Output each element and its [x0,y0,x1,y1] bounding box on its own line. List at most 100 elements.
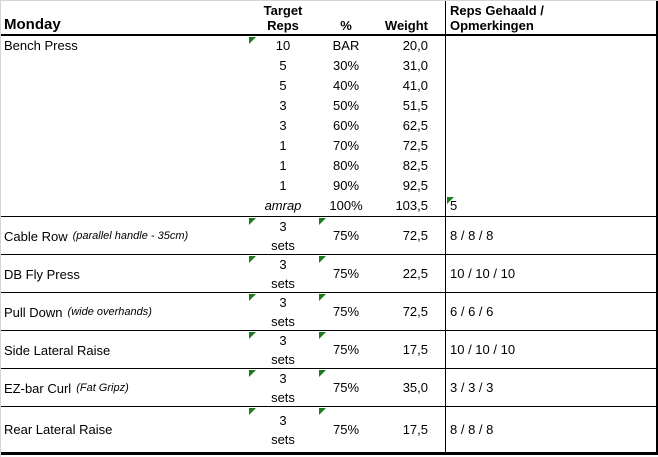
target-reps-value: 5 [279,78,287,93]
weight-value: 22,5 [402,266,428,281]
percent-cell[interactable]: 60% [318,116,374,136]
weight-cell[interactable]: 35,0 [374,369,445,407]
exercise-name-cell[interactable]: EZ-bar Curl (Fat Gripz) [1,369,248,407]
sets-label: sets [271,276,295,291]
target-sets-cell[interactable]: 3 sets [248,293,318,331]
percent-header-cell[interactable]: % [340,18,352,33]
reps-achieved-cell[interactable]: 6 / 6 / 6 [445,293,656,331]
error-indicator-icon [249,218,256,225]
exercise-note: (parallel handle - 35cm) [72,230,189,242]
target-reps-cell[interactable]: 5 [248,76,318,96]
percent-cell[interactable]: 75% [318,369,374,407]
percent-cell[interactable]: 40% [318,76,374,96]
target-reps-cell[interactable]: 3 [248,116,318,136]
weight-cell[interactable]: 62,5 [374,116,445,136]
weight-cell[interactable]: 92,5 [374,176,445,196]
reps-achieved-cell[interactable]: 5 [445,196,656,216]
percent-cell[interactable]: 70% [318,136,374,156]
exercise-name-cell[interactable] [1,36,248,56]
weight-cell[interactable]: 103,5 [374,196,445,216]
weight-value: 41,0 [402,78,428,93]
exercise-name-cell[interactable] [1,116,248,136]
weight-cell[interactable]: 72,5 [374,293,445,331]
reps-achieved-cell[interactable] [445,76,656,96]
error-indicator-icon [249,370,256,377]
weight-cell[interactable]: 72,5 [374,136,445,156]
weight-cell[interactable]: 20,0 [374,36,445,56]
reps-achieved-cell[interactable] [445,36,656,56]
percent-value: 40% [332,78,360,93]
percent-cell[interactable]: 80% [318,156,374,176]
target-sets-cell[interactable]: 3 sets [248,255,318,293]
reps-achieved-cell[interactable] [445,136,656,156]
notes-header-line2: Opmerkingen [450,18,534,33]
reps-achieved-cell[interactable]: 3 / 3 / 3 [445,369,656,407]
weight-cell[interactable]: 31,0 [374,56,445,76]
target-reps-cell[interactable]: amrap [248,196,318,216]
percent-cell[interactable]: 30% [318,56,374,76]
percent-cell[interactable]: 75% [318,331,374,369]
percent-cell[interactable]: 75% [318,217,374,255]
reps-achieved-cell[interactable]: 10 / 10 / 10 [445,255,656,293]
weight-cell[interactable]: 17,5 [374,407,445,452]
target-reps-cell[interactable]: 1 [248,156,318,176]
weight-cell[interactable]: 41,0 [374,76,445,96]
target-reps-cell[interactable]: 3 [248,96,318,116]
target-reps-cell[interactable]: 5 [248,56,318,76]
exercise-name-cell[interactable]: DB Fly Press [1,255,248,293]
weight-cell[interactable]: 72,5 [374,217,445,255]
weight-header-cell[interactable]: Weight [384,18,428,33]
reps-achieved-cell[interactable] [445,56,656,76]
percent-cell[interactable]: 75% [318,407,374,452]
percent-value: 75% [332,380,360,395]
exercise-name-cell[interactable]: Rear Lateral Raise [1,407,248,452]
exercise-name-cell[interactable] [1,176,248,196]
notes-header-cell[interactable]: Reps Gehaald / Opmerkingen [445,1,656,34]
percent-cell[interactable]: 100% [318,196,374,216]
exercise-name-cell[interactable] [1,96,248,116]
reps-achieved-cell[interactable] [445,156,656,176]
reps-achieved-cell[interactable]: 8 / 8 / 8 [445,217,656,255]
weight-cell[interactable]: 22,5 [374,255,445,293]
percent-cell[interactable]: 75% [318,255,374,293]
percent-value: 75% [332,266,360,281]
reps-achieved-cell[interactable] [445,96,656,116]
exercise-name-cell[interactable] [1,196,248,216]
reps-achieved-cell[interactable] [445,116,656,136]
reps-achieved-cell[interactable]: 10 / 10 / 10 [445,331,656,369]
exercise-name[interactable]: Bench Press [4,38,78,53]
target-reps-cell[interactable]: 10 [248,36,318,56]
weight-cell[interactable]: 51,5 [374,96,445,116]
day-header-cell[interactable]: Monday [4,16,61,33]
target-reps-cell[interactable]: 1 [248,176,318,196]
exercise-name-cell[interactable]: Pull Down (wide overhands) [1,293,248,331]
exercise-name-cell[interactable]: Cable Row (parallel handle - 35cm) [1,217,248,255]
percent-value: 75% [332,304,360,319]
target-sets-cell[interactable]: 3 sets [248,217,318,255]
percent-cell[interactable]: BAR [318,36,374,56]
exercise-name-cell[interactable] [1,156,248,176]
reps-achieved-cell[interactable]: 8 / 8 / 8 [445,407,656,452]
weight-cell[interactable]: 17,5 [374,331,445,369]
sets-count: 3 [279,371,287,386]
percent-cell[interactable]: 75% [318,293,374,331]
weight-cell[interactable]: 82,5 [374,156,445,176]
exercise-name-cell[interactable] [1,76,248,96]
percent-cell[interactable]: 50% [318,96,374,116]
exercise-name-cell[interactable]: Side Lateral Raise [1,331,248,369]
exercise-name-cell[interactable] [1,136,248,156]
target-sets-cell[interactable]: 3 sets [248,331,318,369]
target-reps-cell[interactable]: 1 [248,136,318,156]
target-reps-value: 1 [279,178,287,193]
notes-header-line1: Reps Gehaald / [450,3,544,18]
exercise-name: EZ-bar Curl [4,380,72,396]
reps-achieved-cell[interactable] [445,176,656,196]
percent-cell[interactable]: 90% [318,176,374,196]
target-sets-cell[interactable]: 3 sets [248,407,318,452]
sets-label: sets [271,352,295,367]
error-indicator-icon [319,294,326,301]
error-indicator-icon [319,256,326,263]
target-reps-header-cell[interactable]: Target Reps [248,1,318,34]
exercise-name-cell[interactable] [1,56,248,76]
target-sets-cell[interactable]: 3 sets [248,369,318,407]
